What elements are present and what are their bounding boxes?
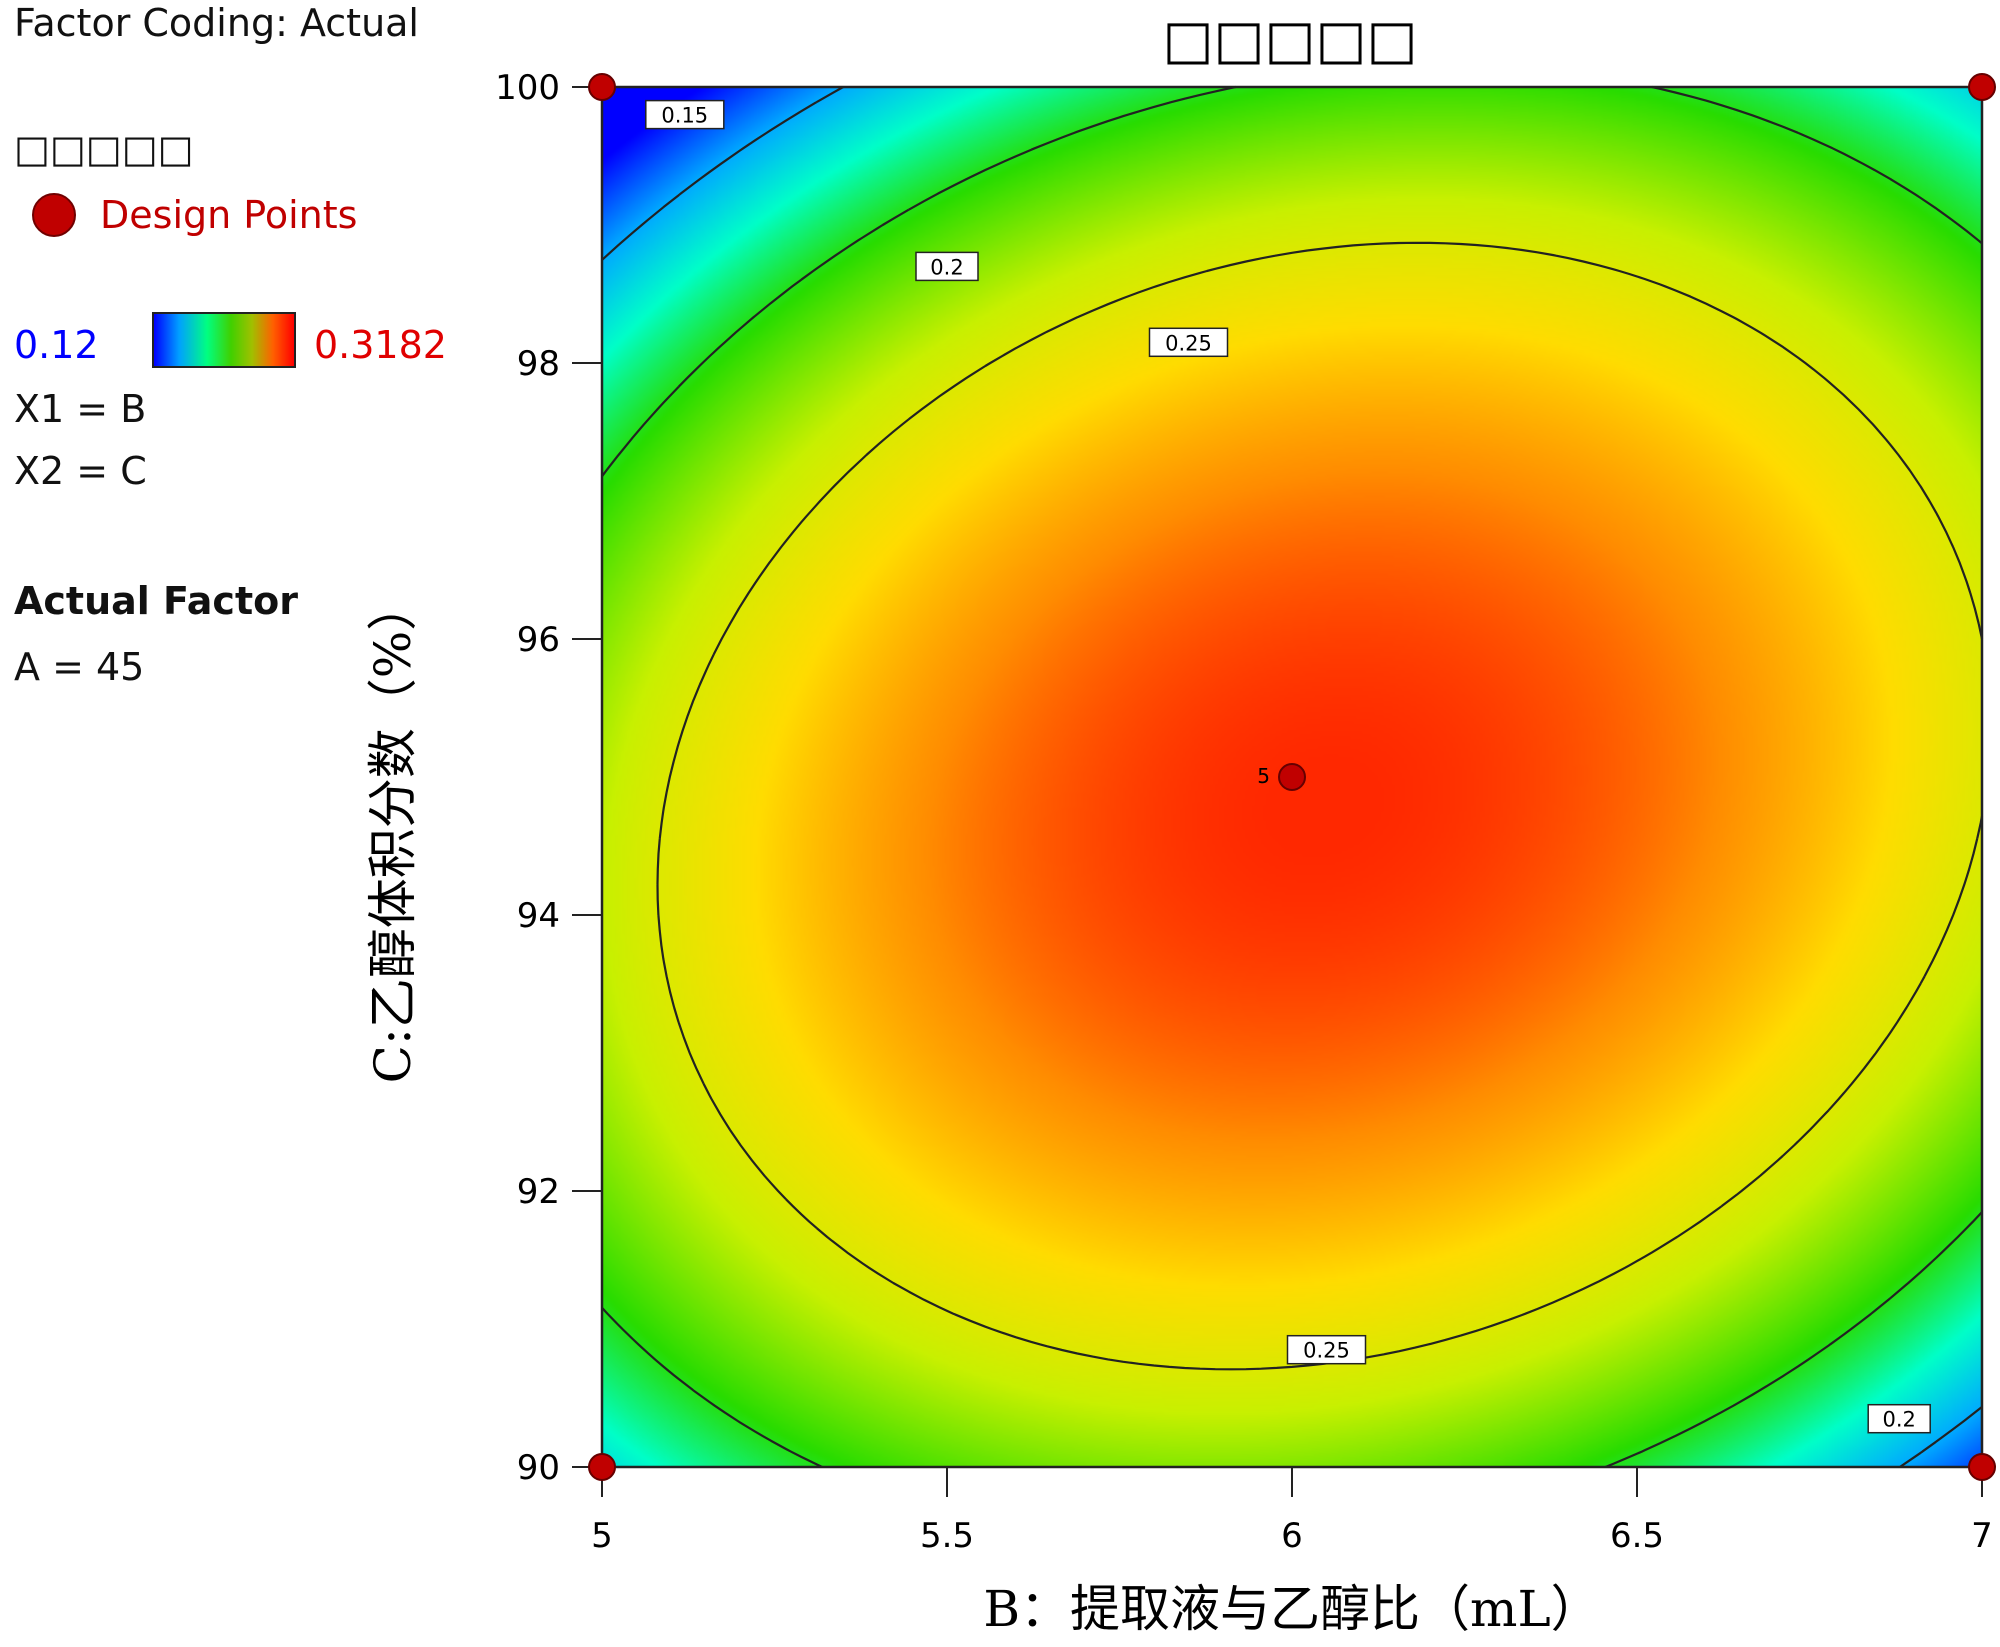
contour-line-0-2 — [601, 85, 1983, 1469]
design-point — [1278, 763, 1306, 791]
y-tick-label: 92 — [517, 1172, 560, 1212]
y-tick-label: 90 — [517, 1448, 560, 1488]
y-axis-title: C:乙醇体积分数（%） — [364, 581, 422, 1084]
contour-labels: 0.15 0.2 0.2 0.25 0.25 — [645, 99, 1931, 1434]
contour-label: 0.25 — [1165, 331, 1212, 355]
design-point — [1968, 73, 1996, 101]
actual-factor-heading: Actual Factor — [14, 579, 298, 623]
x-axis: 5 5.5 6 6.5 7 — [591, 1467, 1993, 1556]
design-point — [1968, 1453, 1996, 1481]
design-points-legend-label: Design Points — [100, 193, 358, 237]
scale-max-label: 0.3182 — [314, 323, 447, 367]
y-tick-label: 94 — [517, 896, 560, 936]
contour-line-0-25 — [656, 241, 1984, 1371]
response-name-label: □□□□□ — [14, 127, 194, 171]
color-scale-bar — [152, 312, 296, 368]
x-tick-label: 5.5 — [920, 1516, 974, 1556]
y-axis: 90 92 94 96 98 100 — [495, 68, 602, 1488]
x-tick-label: 6.5 — [1610, 1516, 1664, 1556]
x-tick-label: 6 — [1281, 1516, 1303, 1556]
contour-label: 0.2 — [930, 255, 963, 279]
actual-factor-value: A = 45 — [14, 645, 145, 689]
y-tick-label: 96 — [517, 620, 560, 660]
contour-line-0-15 — [601, 86, 1983, 1468]
contour-label-box — [1148, 327, 1229, 358]
y-tick-label: 98 — [517, 344, 560, 384]
design-points: 5 — [588, 73, 1996, 1481]
contour-label-box — [645, 99, 725, 130]
y-tick-label: 100 — [495, 68, 560, 108]
factor-coding-label: Factor Coding: Actual — [14, 1, 419, 45]
design-point-count-label: 5 — [1257, 764, 1270, 788]
contour-label-box — [1286, 1334, 1367, 1365]
x-tick-label: 7 — [1971, 1516, 1993, 1556]
x-axis-title: B：提取液与乙醇比（mL） — [983, 1580, 1600, 1638]
scale-min-label: 0.12 — [14, 323, 99, 367]
contour-label: 0.15 — [661, 104, 708, 128]
design-point — [588, 73, 616, 101]
x1-mapping-label: X1 = B — [14, 387, 147, 431]
chart-title: □□□□□ — [1162, 8, 1417, 71]
design-point-legend-marker — [32, 193, 76, 237]
contour-label: 0.2 — [1882, 1408, 1915, 1432]
contour-lines — [601, 85, 1984, 1469]
x-tick-label: 5 — [591, 1516, 613, 1556]
design-point — [588, 1453, 616, 1481]
contour-label-box — [915, 251, 979, 282]
contour-label-box — [1867, 1403, 1931, 1434]
x2-mapping-label: X2 = C — [14, 449, 147, 493]
contour-label: 0.25 — [1303, 1339, 1350, 1363]
